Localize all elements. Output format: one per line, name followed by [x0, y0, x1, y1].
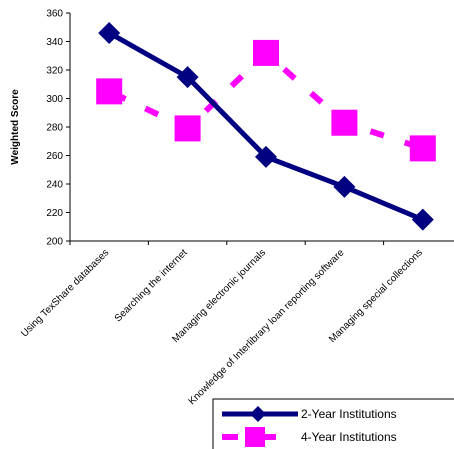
y-tick-label: 260 — [46, 151, 63, 162]
y-axis-ticks: 200 220 240 260 280 300 320 340 360 — [46, 9, 70, 248]
data-point-2-year — [333, 175, 356, 198]
legend-label-2-year: 2-Year Institutions — [301, 407, 397, 421]
data-point-4-year — [174, 115, 201, 142]
data-point-4-year — [96, 78, 123, 105]
data-point-2-year — [98, 21, 121, 44]
y-tick-label: 240 — [46, 180, 63, 191]
y-tick-label: 280 — [46, 123, 63, 134]
legend: 2-Year Institutions 4-Year Institutions — [212, 398, 454, 449]
legend-swatch-marker-2-year — [250, 406, 266, 422]
y-tick-label: 320 — [46, 66, 63, 77]
legend-label-4-year: 4-Year Institutions — [301, 430, 397, 444]
legend-items: 2-Year Institutions 4-Year Institutions — [222, 406, 397, 447]
legend-swatch-marker-4-year — [245, 427, 265, 447]
x-axis-ticks — [69, 241, 385, 245]
y-axis-title: Weighted Score — [10, 89, 21, 165]
data-point-4-year — [253, 39, 279, 66]
data-point-2-year — [411, 208, 434, 231]
y-tick-label: 340 — [46, 37, 63, 48]
data-point-4-year — [331, 109, 358, 136]
series-layer — [96, 21, 436, 231]
data-point-4-year — [409, 135, 436, 162]
y-tick-label: 300 — [46, 94, 63, 105]
data-point-2-year — [176, 66, 199, 89]
data-point-2-year — [255, 145, 277, 168]
y-tick-label: 200 — [46, 237, 63, 248]
y-tick-label: 220 — [46, 208, 63, 219]
y-tick-label: 360 — [46, 9, 63, 20]
